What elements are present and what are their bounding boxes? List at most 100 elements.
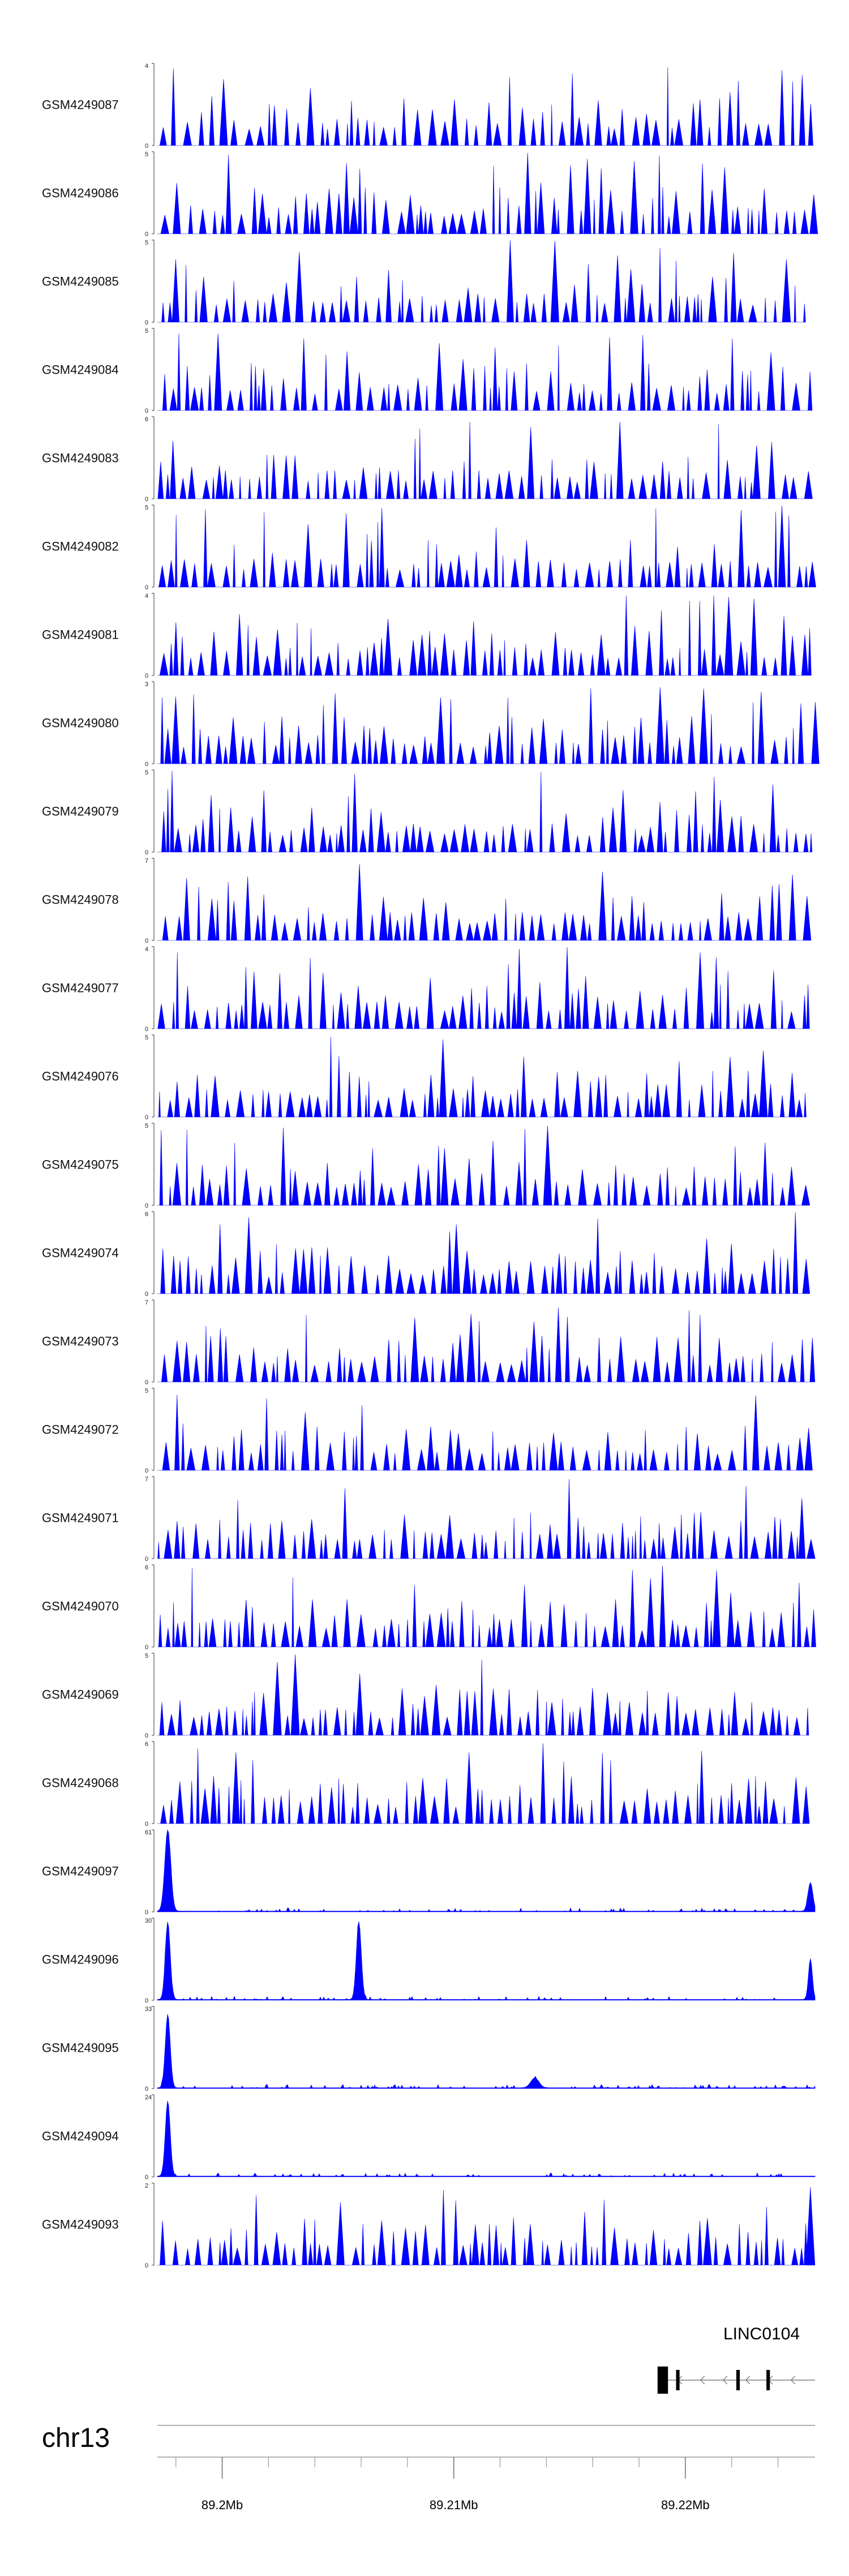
gene-annotation-track: LINC0104 [657, 2325, 815, 2394]
track-label: GSM4249087 [42, 98, 119, 112]
coverage-area [157, 333, 813, 411]
track-GSM4249080: GSM4249080 3 0 [42, 681, 820, 768]
y-max-label: 5 [145, 1034, 148, 1041]
track-GSM4249083: GSM4249083 6 0 [42, 416, 813, 503]
track-label: GSM4249077 [42, 981, 119, 995]
y-min-label: 0 [145, 231, 148, 238]
y-min-label: 0 [145, 849, 148, 856]
gene-exon [766, 2370, 770, 2390]
y-min-label: 0 [145, 2262, 148, 2269]
coverage-area [157, 505, 816, 588]
coverage-area [157, 2100, 816, 2177]
track-GSM4249082: GSM4249082 5 0 [42, 504, 816, 591]
y-min-label: 0 [145, 1821, 148, 1828]
y-min-label: 0 [145, 2086, 148, 2093]
axis-tick-label: 89.22Mb [661, 2498, 710, 2512]
track-label: GSM4249082 [42, 540, 119, 554]
track-GSM4249086: GSM4249086 5 0 [42, 151, 818, 238]
axis-tick-label: 89.2Mb [201, 2498, 243, 2512]
gene-exon [736, 2370, 740, 2390]
y-min-label: 0 [145, 1114, 148, 1121]
y-min-label: 0 [145, 319, 148, 326]
y-max-label: 6 [145, 416, 148, 423]
y-min-label: 0 [145, 584, 148, 591]
y-max-label: 6 [145, 1741, 148, 1748]
track-label: GSM4249086 [42, 186, 119, 200]
track-label: GSM4249076 [42, 1069, 119, 1084]
coverage-area [157, 1394, 813, 1471]
coverage-area [157, 1829, 816, 1912]
y-max-label: 7 [145, 1476, 148, 1483]
y-max-label: 24 [145, 2094, 152, 2101]
y-min-label: 0 [145, 1203, 148, 1209]
y-max-label: 6 [145, 1564, 148, 1571]
track-label: GSM4249093 [42, 2218, 119, 2232]
axis-tick-label: 89.21Mb [430, 2498, 478, 2512]
y-min-label: 0 [145, 2174, 148, 2181]
coverage-area [157, 771, 813, 853]
track-GSM4249076: GSM4249076 5 0 [42, 1034, 807, 1121]
track-label: GSM4249070 [42, 1599, 119, 1614]
y-max-label: 30 [145, 1918, 152, 1924]
track-GSM4249072: GSM4249072 5 0 [42, 1388, 813, 1474]
track-label: GSM4249083 [42, 451, 119, 465]
coverage-area [157, 1126, 811, 1206]
y-max-label: 2 [145, 2183, 148, 2189]
y-max-label: 5 [145, 328, 148, 335]
y-min-label: 0 [145, 1291, 148, 1298]
track-GSM4249068: GSM4249068 6 0 [42, 1741, 810, 1828]
track-label: GSM4249079 [42, 805, 119, 819]
y-max-label: 5 [145, 1653, 148, 1659]
strand-arrow [790, 2376, 796, 2385]
gene-exon [676, 2370, 680, 2390]
y-max-label: 61 [145, 1829, 152, 1836]
y-max-label: 6 [145, 1211, 148, 1218]
track-GSM4249079: GSM4249079 5 0 [42, 769, 813, 856]
track-GSM4249078: GSM4249078 7 0 [42, 858, 812, 944]
track-label: GSM4249095 [42, 2041, 119, 2055]
y-max-label: 5 [145, 769, 148, 776]
track-GSM4249071: GSM4249071 7 0 [42, 1476, 816, 1563]
y-max-label: 3 [145, 681, 148, 688]
chromosome-label: chr13 [42, 2423, 110, 2453]
y-min-label: 0 [145, 1379, 148, 1386]
track-GSM4249093: GSM4249093 2 0 [42, 2183, 816, 2269]
track-GSM4249095: GSM4249095 33 0 [42, 2006, 816, 2093]
coverage-area [157, 1565, 816, 1648]
track-label: GSM4249069 [42, 1688, 119, 1702]
y-min-label: 0 [145, 673, 148, 679]
y-max-label: 5 [145, 239, 148, 246]
y-max-label: 5 [145, 1388, 148, 1394]
track-GSM4249074: GSM4249074 6 0 [42, 1211, 811, 1298]
y-max-label: 4 [145, 593, 148, 600]
y-min-label: 0 [145, 143, 148, 149]
coverage-area [157, 421, 813, 499]
coverage-tracks: GSM424908740GSM424908650GSM424908550GSM4… [42, 63, 820, 2269]
y-max-label: 4 [145, 63, 148, 70]
coverage-area [157, 947, 810, 1029]
gene-label: LINC0104 [723, 2325, 800, 2343]
gene-exon [657, 2367, 668, 2394]
y-min-label: 0 [145, 1644, 148, 1651]
track-GSM4249073: GSM4249073 7 0 [42, 1299, 816, 1386]
track-label: GSM4249094 [42, 2129, 119, 2143]
track-GSM4249077: GSM4249077 4 0 [42, 946, 810, 1033]
coverage-area [157, 1743, 810, 1824]
y-min-label: 0 [145, 1732, 148, 1739]
y-max-label: 5 [145, 1123, 148, 1129]
track-label: GSM4249081 [42, 628, 119, 642]
coverage-area [157, 1307, 816, 1383]
y-min-label: 0 [145, 1909, 148, 1916]
coverage-area [157, 1479, 816, 1559]
track-GSM4249085: GSM4249085 5 0 [42, 239, 806, 326]
genome-axis-track: chr13 89.2Mb 89.21Mb 89.22Mb [42, 2423, 815, 2512]
track-label: GSM4249096 [42, 1953, 119, 1967]
y-min-label: 0 [145, 1467, 148, 1474]
coverage-area [157, 1212, 811, 1294]
track-GSM4249084: GSM4249084 5 0 [42, 328, 813, 414]
track-label: GSM4249068 [42, 1776, 119, 1790]
y-min-label: 0 [145, 1026, 148, 1033]
track-label: GSM4249085 [42, 275, 119, 289]
track-GSM4249081: GSM4249081 4 0 [42, 593, 812, 679]
